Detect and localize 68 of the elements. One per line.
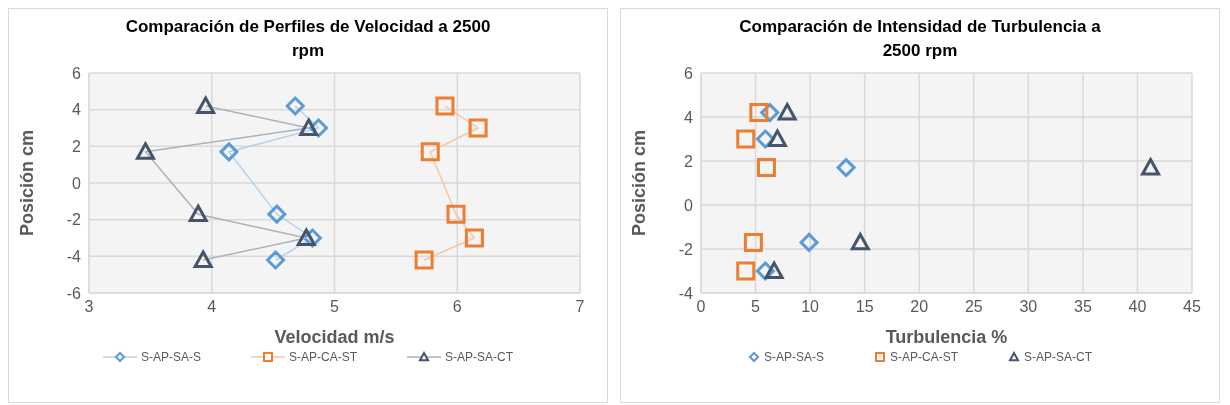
point	[468, 118, 488, 138]
legend-label: S-AP-SA-CT	[445, 350, 514, 364]
y-tick-label: -2	[66, 211, 82, 229]
point	[777, 103, 797, 121]
point	[764, 261, 784, 279]
y-tick-label: 6	[72, 64, 82, 82]
point	[266, 250, 286, 270]
x-tick-label: 10	[801, 298, 820, 316]
x-tick-label: 20	[910, 298, 929, 316]
point	[296, 228, 316, 246]
x-tick-label: 30	[1019, 298, 1038, 316]
point	[420, 142, 440, 162]
y-tick-label: -4	[678, 284, 694, 302]
x-tick-label: 15	[855, 298, 874, 316]
y-tick-label: -6	[66, 284, 82, 302]
point	[446, 204, 466, 224]
point	[836, 158, 856, 178]
point	[435, 96, 455, 116]
x-tick-label: 0	[696, 298, 706, 316]
point	[188, 204, 208, 223]
point	[767, 129, 787, 147]
x-axis-title: Turbulencia %	[885, 327, 1008, 347]
point	[285, 96, 305, 116]
point	[267, 204, 287, 224]
legend-label: S-AP-SA-S	[140, 350, 201, 364]
y-tick-label: -2	[678, 240, 694, 258]
y-tick-label: 2	[684, 152, 694, 170]
x-tick-label: 5	[751, 298, 761, 316]
point	[196, 96, 216, 114]
legend-label: S-AP-SA-CT	[1024, 350, 1093, 364]
legend-label: S-AP-CA-ST	[889, 350, 958, 364]
legend-label: S-AP-CA-ST	[288, 350, 357, 364]
point	[749, 103, 769, 123]
point	[736, 129, 756, 149]
x-tick-label: 4	[207, 298, 217, 316]
y-tick-label: 2	[72, 138, 82, 156]
chart-title: Comparación de Perfiles de Velocidad a 2500 rpm	[124, 16, 492, 62]
y-axis-title: Posición cm	[629, 129, 650, 237]
y-tick-label: 0	[684, 196, 694, 214]
x-tick-label: 3	[84, 298, 94, 316]
y-axis-title: Posición cm	[17, 129, 38, 237]
point	[193, 250, 213, 268]
point	[299, 118, 319, 136]
x-tick-label: 6	[452, 298, 462, 316]
y-tick-label: 4	[684, 108, 694, 126]
x-tick-label: 25	[964, 298, 983, 316]
x-axis-title: Velocidad m/s	[274, 327, 395, 347]
point	[756, 158, 776, 178]
y-tick-label: 0	[72, 174, 82, 192]
point	[799, 232, 819, 252]
y-tick-label: 4	[72, 101, 82, 119]
x-tick-label: 5	[330, 298, 340, 316]
point	[414, 250, 434, 270]
x-tick-label: 45	[1183, 298, 1201, 316]
point	[219, 142, 239, 162]
point	[850, 232, 870, 251]
point	[736, 261, 756, 281]
legend-label: S-AP-SA-S	[763, 350, 824, 364]
y-tick-label: 6	[684, 64, 694, 82]
point	[135, 142, 155, 160]
y-tick-label: -4	[66, 248, 82, 266]
point	[1141, 158, 1161, 176]
point	[743, 232, 763, 252]
x-tick-label: 7	[575, 298, 585, 316]
point	[464, 228, 484, 248]
chart-title: Comparación de Intensidad de Turbulencia a 2500 rpm	[738, 16, 1102, 62]
x-tick-label: 35	[1073, 298, 1092, 316]
x-tick-label: 40	[1128, 298, 1147, 316]
